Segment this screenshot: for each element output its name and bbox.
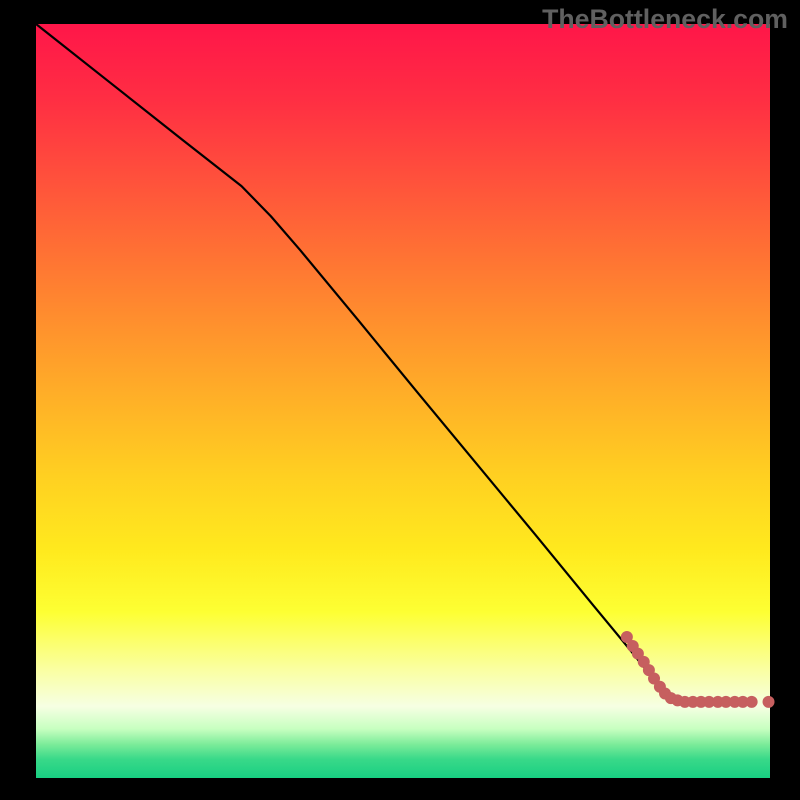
plot-area-gradient <box>36 24 770 778</box>
plot-container: TheBottleneck.com <box>0 0 800 800</box>
data-marker <box>746 696 757 707</box>
plot-svg <box>0 0 800 800</box>
data-marker <box>763 696 774 707</box>
